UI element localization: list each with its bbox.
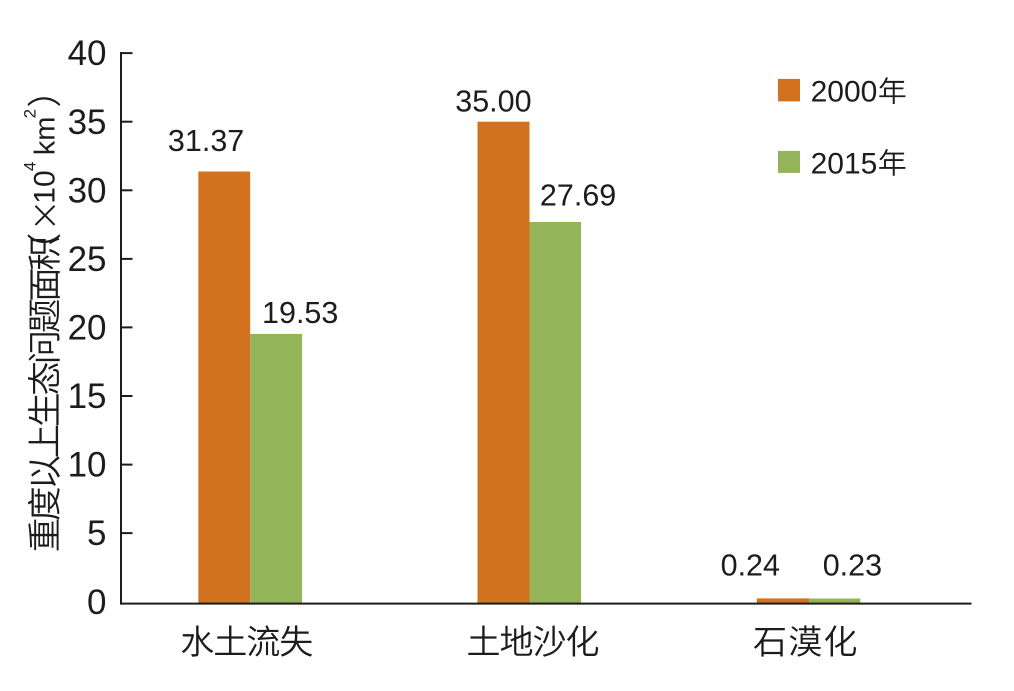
svg-text:5: 5 <box>87 514 106 553</box>
svg-text:10: 10 <box>28 170 61 203</box>
svg-text:10: 10 <box>68 446 107 485</box>
svg-text:40: 40 <box>68 34 107 73</box>
svg-text:2: 2 <box>21 109 40 118</box>
svg-text:km: km <box>29 117 61 156</box>
svg-text:31.37: 31.37 <box>168 124 244 158</box>
svg-text:0: 0 <box>87 583 106 622</box>
svg-text:30: 30 <box>68 171 107 210</box>
svg-text:15: 15 <box>68 377 107 416</box>
svg-text:20: 20 <box>68 309 107 348</box>
svg-text:35: 35 <box>68 103 107 142</box>
svg-text:35.00: 35.00 <box>455 85 531 119</box>
svg-text:4: 4 <box>21 162 40 171</box>
svg-text:25: 25 <box>68 240 107 279</box>
svg-text:19.53: 19.53 <box>262 296 338 330</box>
svg-text:27.69: 27.69 <box>540 179 616 213</box>
svg-text:2000: 2000 <box>811 76 878 109</box>
svg-text:2015: 2015 <box>811 147 878 180</box>
svg-text:0.23: 0.23 <box>823 549 882 583</box>
svg-text:0.24: 0.24 <box>721 549 780 583</box>
